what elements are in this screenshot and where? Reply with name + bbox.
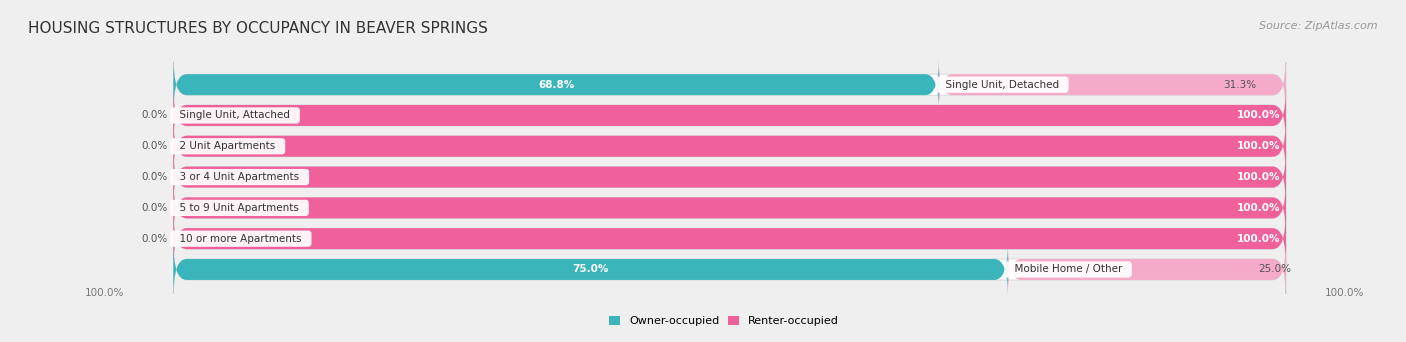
Text: 0.0%: 0.0% [142,141,167,151]
Text: Source: ZipAtlas.com: Source: ZipAtlas.com [1260,21,1378,30]
FancyBboxPatch shape [939,58,1286,111]
Text: Mobile Home / Other: Mobile Home / Other [1008,264,1129,275]
FancyBboxPatch shape [173,58,1286,111]
Text: 25.0%: 25.0% [1258,264,1291,275]
FancyBboxPatch shape [173,212,1286,265]
Text: 100.0%: 100.0% [1237,203,1281,213]
Text: 68.8%: 68.8% [538,80,574,90]
FancyBboxPatch shape [173,181,1286,234]
FancyBboxPatch shape [1008,243,1286,296]
Text: 0.0%: 0.0% [142,110,167,120]
Text: 100.0%: 100.0% [84,288,124,298]
Text: Single Unit, Attached: Single Unit, Attached [173,110,297,120]
Text: 75.0%: 75.0% [572,264,609,275]
Text: 3 or 4 Unit Apartments: 3 or 4 Unit Apartments [173,172,307,182]
Text: 0.0%: 0.0% [142,203,167,213]
FancyBboxPatch shape [173,212,1286,265]
Text: 0.0%: 0.0% [142,172,167,182]
FancyBboxPatch shape [173,58,939,111]
Text: 2 Unit Apartments: 2 Unit Apartments [173,141,283,151]
FancyBboxPatch shape [173,243,1008,296]
Text: 100.0%: 100.0% [1237,234,1281,244]
Legend: Owner-occupied, Renter-occupied: Owner-occupied, Renter-occupied [605,311,844,330]
Text: 100.0%: 100.0% [1237,141,1281,151]
Text: Single Unit, Detached: Single Unit, Detached [939,80,1066,90]
Text: 31.3%: 31.3% [1223,80,1257,90]
FancyBboxPatch shape [173,243,1286,296]
Text: 100.0%: 100.0% [1324,288,1364,298]
FancyBboxPatch shape [173,181,1286,234]
Text: 100.0%: 100.0% [1237,110,1281,120]
FancyBboxPatch shape [173,150,1286,203]
FancyBboxPatch shape [173,150,1286,203]
FancyBboxPatch shape [173,89,1286,142]
Text: 10 or more Apartments: 10 or more Apartments [173,234,308,244]
FancyBboxPatch shape [173,89,1286,142]
FancyBboxPatch shape [173,120,1286,173]
Text: 0.0%: 0.0% [142,234,167,244]
FancyBboxPatch shape [173,120,1286,173]
Text: HOUSING STRUCTURES BY OCCUPANCY IN BEAVER SPRINGS: HOUSING STRUCTURES BY OCCUPANCY IN BEAVE… [28,21,488,36]
Text: 5 to 9 Unit Apartments: 5 to 9 Unit Apartments [173,203,305,213]
Text: 100.0%: 100.0% [1237,172,1281,182]
